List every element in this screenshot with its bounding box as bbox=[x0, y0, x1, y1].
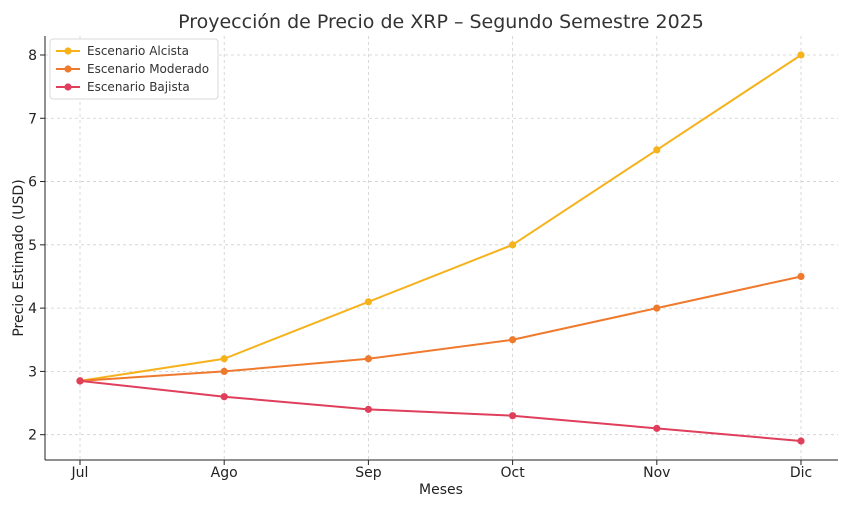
y-tick-label: 2 bbox=[28, 428, 37, 444]
chart-title: Proyección de Precio de XRP – Segundo Se… bbox=[178, 11, 704, 33]
series-line bbox=[79, 275, 802, 382]
y-tick-label: 4 bbox=[28, 301, 37, 317]
x-tick-label: Ago bbox=[211, 465, 238, 481]
data-point bbox=[220, 367, 228, 376]
axes: Jul Ago Sep Oct Nov Dic 2 3 4 5 6 7 8 bbox=[28, 36, 838, 481]
y-tick-label: 3 bbox=[28, 364, 37, 380]
data-point bbox=[76, 377, 84, 385]
x-tick-label: Nov bbox=[643, 465, 670, 481]
data-point bbox=[797, 51, 805, 59]
y-axis-title: Precio Estimado (USD) bbox=[11, 179, 27, 336]
data-point bbox=[364, 405, 372, 413]
data-point bbox=[508, 412, 517, 420]
data-point bbox=[364, 355, 372, 363]
legend-item: Escenario Moderado bbox=[56, 62, 209, 76]
x-tick-label: Dic bbox=[790, 465, 812, 481]
series-escenario-moderado bbox=[76, 272, 805, 385]
series-line bbox=[79, 379, 802, 443]
series-line bbox=[79, 54, 802, 382]
data-point bbox=[508, 241, 517, 249]
legend-box bbox=[49, 38, 219, 100]
legend: Escenario Alcista Escenario Moderado Escen… bbox=[49, 38, 219, 100]
data-point bbox=[653, 146, 661, 154]
legend-label: Escenario Moderado bbox=[87, 62, 209, 76]
legend-label: Escenario Bajista bbox=[87, 80, 190, 94]
x-tick-label: Jul bbox=[71, 465, 89, 481]
data-point bbox=[653, 304, 661, 312]
series-escenario-bajista bbox=[76, 377, 805, 445]
series-escenario-alcista bbox=[76, 51, 805, 385]
legend-swatch-marker bbox=[64, 47, 72, 55]
y-tick-label: 7 bbox=[28, 111, 37, 127]
grid bbox=[45, 36, 838, 460]
y-tick-label: 8 bbox=[28, 48, 37, 64]
data-point bbox=[797, 272, 805, 281]
series-group bbox=[76, 51, 805, 445]
data-point bbox=[220, 393, 228, 401]
data-point bbox=[508, 336, 517, 344]
legend-swatch-marker bbox=[64, 83, 72, 91]
legend-swatch-marker bbox=[64, 65, 72, 73]
x-tick-label: Sep bbox=[355, 465, 382, 481]
x-axis-title: Meses bbox=[419, 482, 463, 498]
legend-label: Escenario Alcista bbox=[87, 44, 189, 58]
legend-item: Escenario Bajista bbox=[56, 80, 190, 94]
x-tick-label: Oct bbox=[500, 465, 525, 481]
data-point bbox=[797, 437, 805, 445]
y-tick-label: 5 bbox=[28, 238, 37, 254]
data-point bbox=[220, 355, 228, 363]
y-tick-label: 6 bbox=[28, 175, 37, 191]
legend-item: Escenario Alcista bbox=[56, 44, 189, 58]
data-point bbox=[364, 298, 372, 306]
data-point bbox=[653, 424, 661, 432]
